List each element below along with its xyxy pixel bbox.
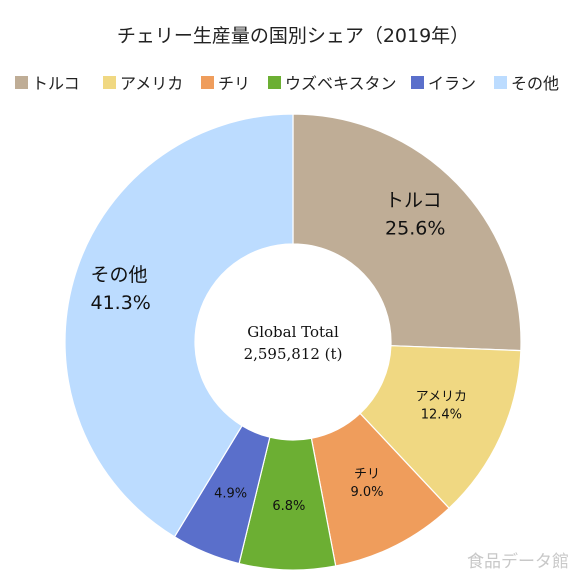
legend-swatch-0 (15, 76, 28, 89)
center-label: Global Total (247, 323, 339, 341)
slice-name-label-5: その他 (90, 264, 147, 286)
legend-swatch-4 (411, 76, 424, 89)
legend-label-3: ウズベキスタン (285, 74, 397, 93)
center-value: 2,595,812 (t) (244, 345, 343, 363)
legend-label-1: アメリカ (120, 74, 183, 93)
legend-label-5: その他 (511, 74, 559, 93)
slice-value-label-3: 6.8% (272, 499, 305, 514)
slice-labels: トルコ 25.6% アメリカ 12.4% チリ 9.0% 6.8% 4.9% その他 41.3% (90, 190, 467, 514)
slice-value-label-2: 9.0% (350, 485, 383, 500)
slice-name-label-1: アメリカ (416, 390, 467, 405)
slice-value-label-1: 12.4% (421, 408, 462, 423)
legend-swatch-1 (103, 76, 116, 89)
legend-label-0: トルコ (32, 74, 80, 93)
slice-name-label-0: トルコ (385, 190, 442, 212)
watermark: 食品データ館 (467, 551, 569, 572)
legend: トルコ アメリカ チリ ウズベキスタン イラン その他 (15, 74, 559, 93)
legend-swatch-2 (201, 76, 214, 89)
slice-1 (359, 345, 522, 510)
donut-slices (64, 113, 522, 571)
chart-title: チェリー生産量の国別シェア（2019年） (117, 25, 469, 47)
slice-value-label-0: 25.6% (385, 218, 445, 240)
slice-value-label-4: 4.9% (214, 487, 247, 502)
slice-5 (64, 113, 294, 538)
legend-swatch-3 (268, 76, 281, 89)
legend-label-2: チリ (218, 74, 250, 93)
slice-0 (292, 113, 522, 352)
slice-value-label-5: 41.3% (90, 292, 150, 314)
legend-label-4: イラン (428, 74, 476, 93)
legend-swatch-5 (494, 76, 507, 89)
slice-name-label-2: チリ (354, 467, 380, 482)
